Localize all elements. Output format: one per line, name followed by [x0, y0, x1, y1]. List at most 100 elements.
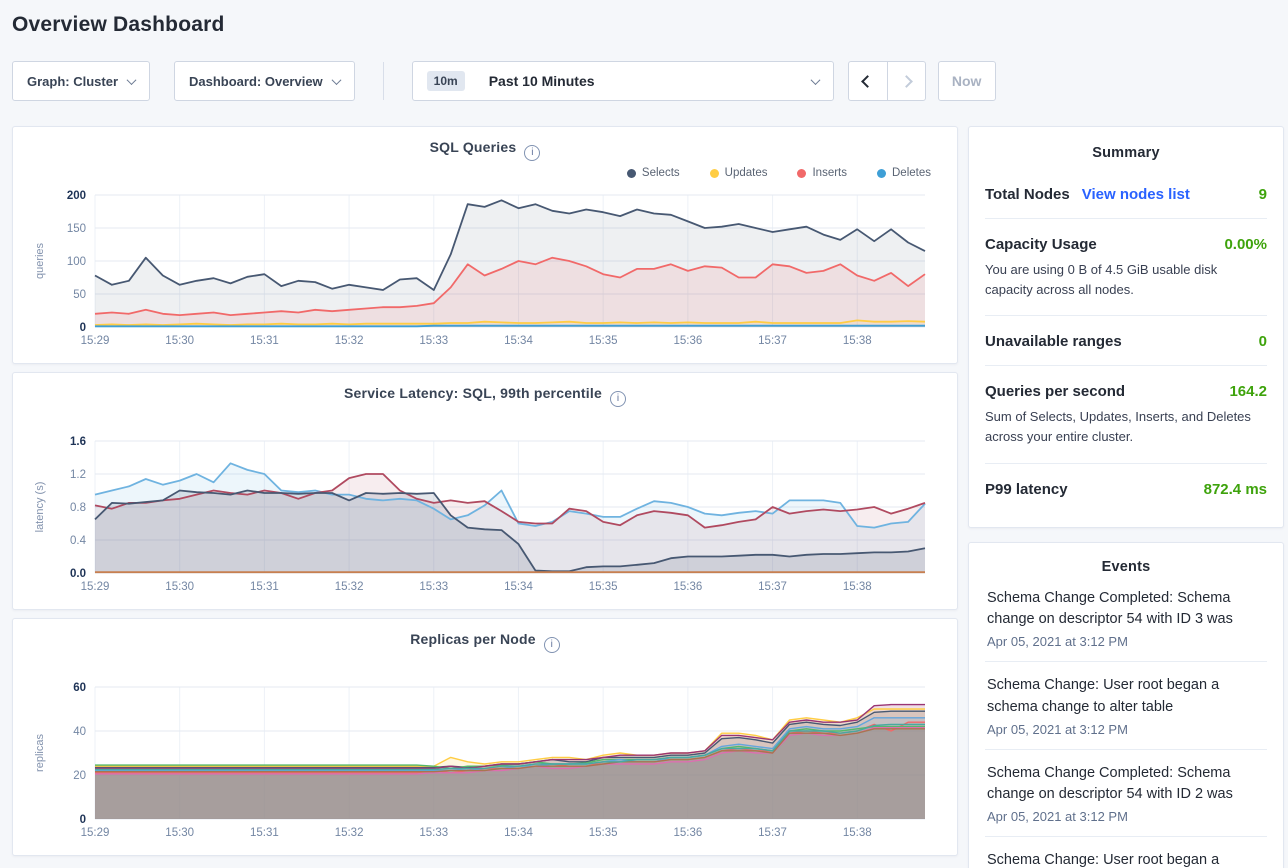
- svg-text:15:29: 15:29: [81, 827, 110, 839]
- main-content: SQL Queries i Selects Updates Inserts Delete…: [12, 126, 1284, 868]
- dashboard-dropdown-label: Dashboard: Overview: [189, 73, 323, 89]
- sidebar: Summary Total Nodes View nodes list 9 Ca…: [968, 126, 1284, 868]
- sql-queries-chart[interactable]: 15:29 15:30 15:31 15:32 15:33 15:34 15:35 15:36…: [29, 185, 941, 358]
- svg-text:15:38: 15:38: [843, 335, 872, 347]
- legend-item: Inserts: [797, 167, 847, 179]
- svg-text:0.0: 0.0: [70, 568, 86, 580]
- svg-text:15:34: 15:34: [504, 335, 533, 347]
- legend-dot-icon: [626, 168, 636, 178]
- svg-text:15:31: 15:31: [250, 581, 279, 593]
- svg-text:15:33: 15:33: [419, 827, 448, 839]
- svg-text:15:34: 15:34: [504, 827, 533, 839]
- queries-per-second-label: Queries per second: [985, 383, 1126, 401]
- total-nodes-value: 9: [1258, 186, 1267, 203]
- queries-per-second-row: Queries per second 164.2 Sum of Selects,…: [985, 366, 1267, 464]
- svg-text:15:35: 15:35: [589, 335, 618, 347]
- chart-title: SQL Queries: [429, 139, 517, 155]
- svg-text:15:36: 15:36: [673, 335, 702, 347]
- capacity-usage-caption: You are using 0 B of 4.5 GiB usable disk…: [985, 262, 1218, 298]
- view-nodes-list-link[interactable]: View nodes list: [1081, 186, 1190, 203]
- service-latency-chart[interactable]: 15:29 15:30 15:31 15:32 15:33 15:34 15:35 15:36…: [29, 431, 941, 604]
- event-item: Schema Change: User root began a schema …: [987, 852, 1220, 868]
- page-title: Overview Dashboard: [12, 13, 225, 36]
- info-icon[interactable]: i: [524, 145, 541, 161]
- svg-text:20: 20: [73, 770, 86, 782]
- dashboard-dropdown[interactable]: Dashboard: Overview: [174, 61, 355, 101]
- svg-text:15:31: 15:31: [250, 827, 279, 839]
- info-icon[interactable]: i: [609, 391, 626, 407]
- svg-text:15:30: 15:30: [165, 827, 194, 839]
- legend-item: Selects: [626, 167, 680, 179]
- svg-text:15:35: 15:35: [589, 581, 618, 593]
- total-nodes-label: Total Nodes: [985, 186, 1070, 203]
- svg-text:15:30: 15:30: [165, 581, 194, 593]
- svg-text:15:33: 15:33: [419, 581, 448, 593]
- summary-panel: Summary Total Nodes View nodes list 9 Ca…: [968, 126, 1284, 528]
- chevron-left-icon: [861, 74, 875, 88]
- svg-text:0: 0: [80, 814, 86, 826]
- svg-text:15:32: 15:32: [335, 335, 364, 347]
- svg-text:15:38: 15:38: [843, 581, 872, 593]
- summary-title: Summary: [1092, 145, 1160, 161]
- svg-text:0: 0: [80, 322, 86, 334]
- svg-text:15:37: 15:37: [758, 335, 787, 347]
- chart-title: Service Latency: SQL, 99th percentile: [344, 385, 602, 401]
- p99-latency-row: P99 latency 872.4 ms: [985, 464, 1267, 513]
- time-range-badge: 10m: [426, 71, 465, 91]
- controls-bar: Graph: Cluster Dashboard: Overview 10m P…: [12, 61, 1276, 101]
- legend-dot-icon: [709, 168, 719, 178]
- svg-text:15:30: 15:30: [165, 335, 194, 347]
- replicas-per-node-card: Replicas per Node i 15:29 15:30 15:31 15:32 1…: [12, 618, 958, 856]
- svg-text:15:32: 15:32: [335, 581, 364, 593]
- svg-text:40: 40: [73, 726, 86, 738]
- svg-text:200: 200: [67, 190, 86, 202]
- svg-text:15:29: 15:29: [81, 581, 110, 593]
- event-item: Schema Change: User root began a schema …: [985, 662, 1267, 750]
- svg-text:15:29: 15:29: [81, 335, 110, 347]
- queries-per-second-value: 164.2: [1229, 383, 1267, 401]
- replicas-per-node-chart[interactable]: 15:29 15:30 15:31 15:32 15:33 15:34 15:35 15:36…: [29, 677, 941, 850]
- svg-text:15:31: 15:31: [250, 335, 279, 347]
- chevron-down-icon: [810, 74, 821, 85]
- unavailable-ranges-row: Unavailable ranges 0: [985, 316, 1267, 367]
- svg-text:0.8: 0.8: [70, 502, 86, 514]
- capacity-usage-value: 0.00%: [1224, 236, 1267, 253]
- svg-text:15:35: 15:35: [589, 827, 618, 839]
- svg-text:100: 100: [67, 256, 86, 268]
- service-latency-card: Service Latency: SQL, 99th percentile i 1…: [12, 372, 958, 610]
- svg-text:150: 150: [67, 223, 86, 235]
- now-button[interactable]: Now: [937, 61, 996, 101]
- queries-per-second-caption: Sum of Selects, Updates, Inserts, and De…: [985, 409, 1251, 445]
- total-nodes-row: Total Nodes View nodes list 9: [985, 169, 1267, 219]
- legend-dot-icon: [797, 168, 807, 178]
- charts-column: SQL Queries i Selects Updates Inserts Delete…: [12, 126, 958, 856]
- sql-queries-card: SQL Queries i Selects Updates Inserts Delete…: [12, 126, 958, 364]
- info-icon[interactable]: i: [543, 637, 560, 653]
- capacity-usage-row: Capacity Usage 0.00% You are using 0 B o…: [985, 219, 1267, 317]
- svg-text:15:33: 15:33: [419, 335, 448, 347]
- p99-latency-label: P99 latency: [985, 480, 1068, 498]
- time-range-label: Past 10 Minutes: [488, 73, 595, 89]
- graph-dropdown[interactable]: Graph: Cluster: [12, 61, 151, 101]
- unavailable-ranges-value: 0: [1258, 333, 1267, 351]
- next-range-button[interactable]: [886, 62, 925, 100]
- p99-latency-value: 872.4 ms: [1203, 480, 1267, 498]
- svg-text:15:36: 15:36: [673, 581, 702, 593]
- svg-text:15:38: 15:38: [843, 827, 872, 839]
- event-item: Schema Change Completed: Schema change o…: [985, 750, 1267, 838]
- unavailable-ranges-label: Unavailable ranges: [985, 333, 1122, 351]
- svg-text:50: 50: [73, 289, 86, 301]
- legend-item: Deletes: [877, 167, 931, 179]
- time-pager: [847, 61, 926, 101]
- svg-text:15:37: 15:37: [758, 581, 787, 593]
- svg-text:15:32: 15:32: [335, 827, 364, 839]
- events-list: Schema Change Completed: Schema change o…: [985, 575, 1267, 868]
- events-title: Events: [1101, 558, 1151, 575]
- svg-text:15:36: 15:36: [673, 827, 702, 839]
- svg-text:replicas: replicas: [34, 734, 46, 772]
- capacity-usage-label: Capacity Usage: [985, 236, 1097, 253]
- chevron-right-icon: [899, 74, 913, 88]
- time-range-selector[interactable]: 10m Past 10 Minutes: [411, 61, 834, 101]
- legend-dot-icon: [877, 168, 886, 178]
- prev-range-button[interactable]: [849, 62, 887, 100]
